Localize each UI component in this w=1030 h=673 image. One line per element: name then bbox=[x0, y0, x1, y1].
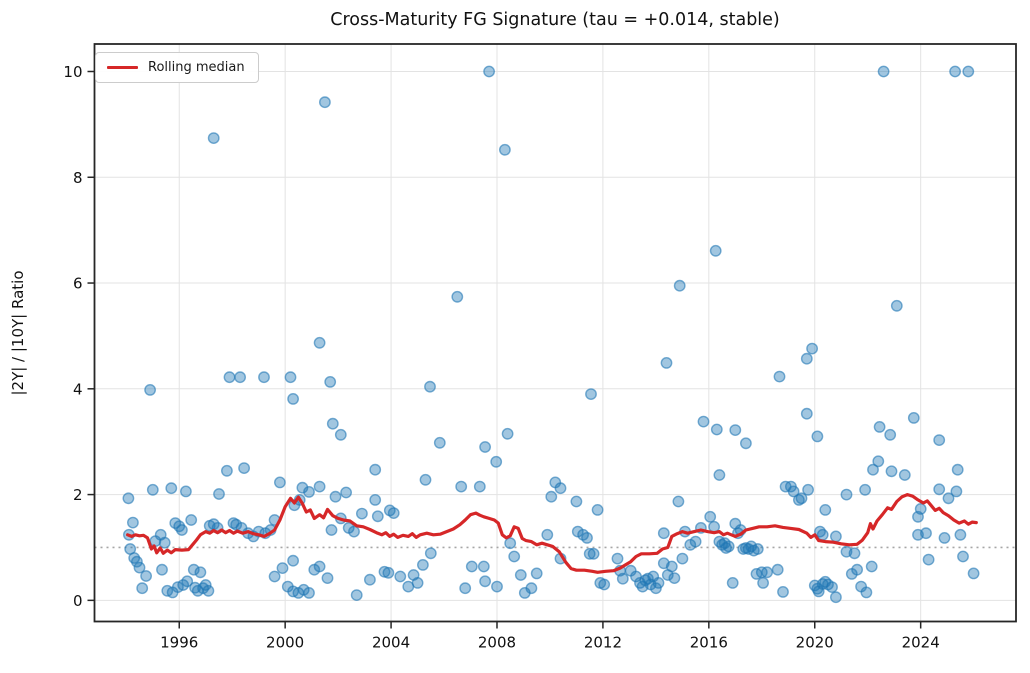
grid bbox=[94, 44, 1016, 622]
y-tick-label: 4 bbox=[73, 380, 83, 398]
x-tick-label: 2024 bbox=[902, 634, 940, 652]
y-axis-label: |2Y| / |10Y| Ratio bbox=[9, 270, 27, 396]
scatter-points bbox=[122, 65, 980, 604]
x-tick-label: 2000 bbox=[266, 634, 304, 652]
rolling-median-line bbox=[126, 493, 978, 574]
x-tick-label: 2008 bbox=[478, 634, 516, 652]
y-tick-label: 10 bbox=[63, 63, 82, 81]
x-tick-label: 1996 bbox=[160, 634, 198, 652]
legend: Rolling median bbox=[95, 52, 259, 83]
x-tick-label: 2004 bbox=[372, 634, 410, 652]
y-tick-label: 0 bbox=[73, 592, 83, 610]
x-tick-label: 2012 bbox=[584, 634, 622, 652]
legend-label: Rolling median bbox=[148, 60, 245, 75]
y-tick-label: 2 bbox=[73, 486, 83, 504]
tick-marks bbox=[87, 70, 922, 629]
y-tick-label: 8 bbox=[73, 169, 83, 187]
y-tick-label: 6 bbox=[73, 275, 83, 293]
chart-title: Cross-Maturity FG Signature (tau = +0.01… bbox=[330, 10, 780, 30]
axes-spines bbox=[93, 43, 1017, 623]
x-tick-label: 2016 bbox=[690, 634, 728, 652]
x-tick-label: 2020 bbox=[796, 634, 834, 652]
legend-line-swatch bbox=[107, 65, 138, 70]
tick-labels: 1996 2000 2004 2008 2012 2016 2020 2024 0 2 4 6 8 10 bbox=[63, 63, 939, 652]
